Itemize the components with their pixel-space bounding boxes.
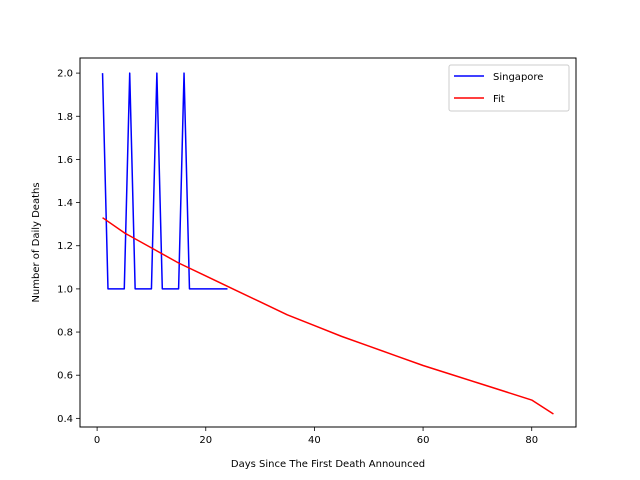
y-tick-label: 2.0: [57, 69, 73, 80]
legend-label-fit: Fit: [493, 94, 505, 105]
x-tick-label: 60: [417, 435, 430, 446]
series-layer: [101, 72, 554, 415]
y-tick-label: 0.8: [57, 328, 73, 339]
series-line-fit: [102, 217, 554, 415]
y-axis-label: Number of Daily Deaths: [31, 182, 42, 302]
x-tick-label: 40: [308, 435, 321, 446]
series-line-singapore: [101, 72, 228, 290]
x-axis: 0 20 40 60 80: [94, 427, 538, 446]
x-axis-label: Days Since The First Death Announced: [231, 459, 425, 470]
axes-frame: [79, 57, 577, 428]
y-tick-label: 1.0: [57, 284, 73, 295]
y-tick-label: 1.6: [57, 155, 73, 166]
y-tick-label: 1.4: [57, 198, 73, 209]
legend: Singapore Fit: [448, 64, 570, 112]
y-tick-label: 0.6: [57, 371, 73, 382]
x-tick-label: 0: [94, 435, 100, 446]
legend-label-singapore: Singapore: [493, 72, 543, 83]
y-tick-label: 0.4: [57, 414, 73, 425]
y-tick-label: 1.8: [57, 112, 73, 123]
y-axis: 0.4 0.6 0.8 1.0 1.2 1.4 1.6 1.8 2.0: [57, 69, 80, 425]
y-tick-label: 1.2: [57, 241, 73, 252]
x-tick-label: 80: [525, 435, 538, 446]
x-tick-label: 20: [199, 435, 212, 446]
